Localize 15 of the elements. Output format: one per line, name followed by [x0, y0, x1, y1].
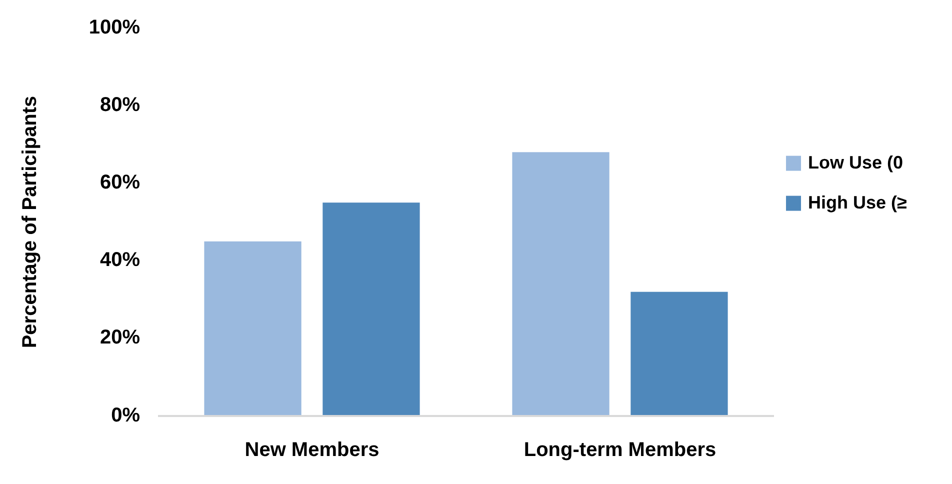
bar [322, 202, 420, 416]
y-tick-label: 100% [88, 16, 140, 38]
x-tick-label: New Members [244, 439, 380, 461]
y-tick-label: 40% [100, 249, 140, 272]
legend-label: Low Use (0 [808, 152, 904, 173]
x-tick-label: Long-term Members [524, 439, 716, 461]
y-tick-label: 0% [111, 404, 140, 426]
y-tick-label: 60% [100, 171, 140, 194]
bar [204, 241, 302, 416]
bar [630, 292, 728, 416]
bar [512, 152, 610, 416]
y-axis-title: Percentage of Participants [19, 96, 41, 348]
y-tick-label: 20% [100, 326, 140, 349]
y-tick-label: 80% [100, 94, 140, 116]
legend-label: High Use (≥ [808, 192, 908, 213]
